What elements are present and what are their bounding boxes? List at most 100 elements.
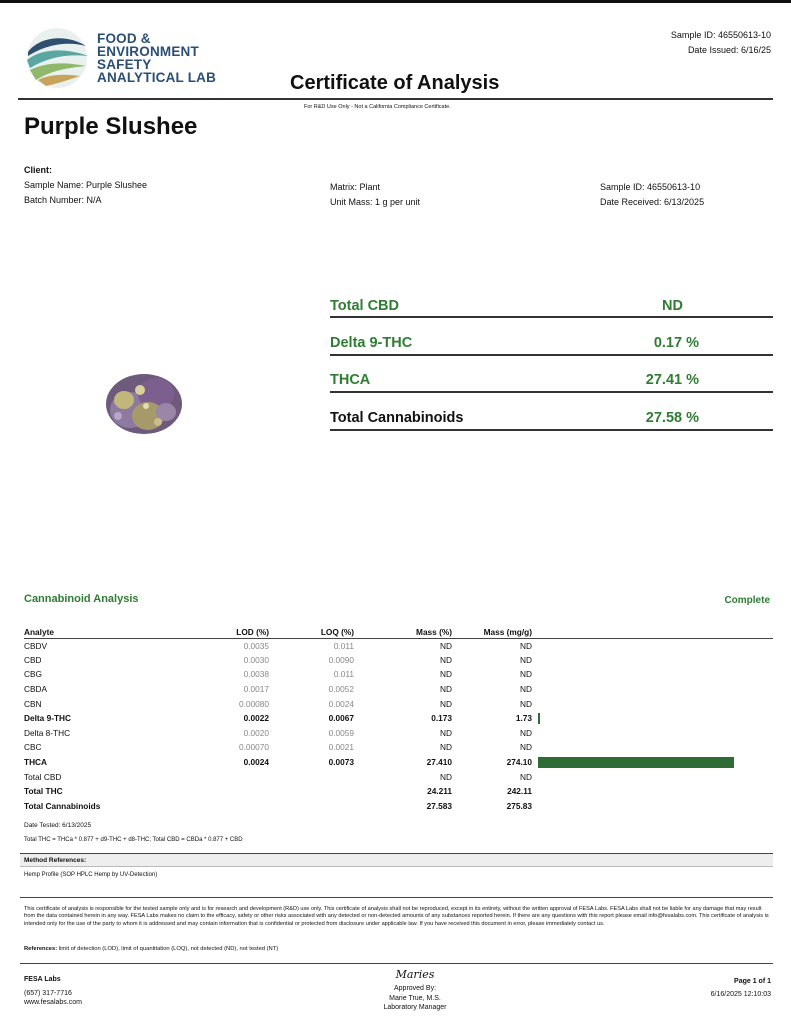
footer-phone: (657) 317-7716: [24, 989, 72, 997]
footer-website[interactable]: www.fesalabs.com: [24, 999, 82, 1006]
table-row: CBDA 0.0017 0.0052 ND ND: [24, 682, 773, 697]
col-analyte: Analyte: [24, 626, 194, 639]
unit-mass: Unit Mass: 1 g per unit: [330, 197, 421, 207]
summary-divider: [330, 354, 773, 356]
logo-line: FOOD &: [97, 31, 151, 46]
mass-pct-cell: 27.583: [426, 800, 452, 811]
date-tested: Date Tested: 6/13/2025: [24, 822, 92, 829]
mass-pct-cell: ND: [440, 742, 452, 753]
sample-block: Sample ID: 46550613-10 Date Received: 6/…: [600, 180, 704, 210]
lab-name-logo: FOOD & ENVIRONMENT SAFETY ANALYTICAL LAB: [97, 31, 216, 85]
summary-value: 27.41 %: [645, 372, 699, 388]
bar-cell: [532, 682, 773, 697]
analyte-cell: Total CBD: [24, 771, 62, 782]
summary-row: THCA 27.41 %: [330, 372, 773, 410]
mass-pct-cell: ND: [440, 698, 452, 709]
summary-name: Total Cannabinoids: [330, 410, 464, 426]
fesa-logo-icon: [27, 28, 88, 88]
analyte-cell: THCA: [24, 757, 48, 768]
matrix: Matrix: Plant: [330, 182, 381, 192]
date-received: Date Received: 6/13/2025: [600, 197, 705, 207]
mass-mg-cell: ND: [520, 698, 532, 709]
loq-cell: 0.0073: [328, 757, 354, 768]
lod-cell: 0.0024: [243, 757, 269, 768]
col-mass-pct: Mass (%): [354, 626, 452, 639]
summary-row: Total Cannabinoids 27.58 %: [330, 410, 773, 448]
analyte-cell: Total Cannabinoids: [24, 800, 101, 811]
mass-mg-cell: ND: [520, 742, 532, 753]
batch-number: Batch Number: N/A: [24, 195, 102, 205]
divider: [20, 897, 773, 898]
loq-cell: 0.0059: [328, 727, 354, 738]
lod-cell: 0.0017: [243, 684, 269, 695]
approver-name: Marie True, M.S.: [389, 994, 441, 1002]
summary-divider: [330, 391, 773, 393]
summary-value: 0.17 %: [653, 335, 699, 351]
loq-cell: [269, 784, 354, 799]
summary-name: Delta 9-THC: [330, 335, 413, 351]
analyte-cell: Delta 9-THC: [24, 713, 72, 724]
mass-pct-cell: 0.173: [431, 713, 452, 724]
lod-cell: 0.00070: [239, 742, 269, 753]
table-row: CBDV 0.0035 0.011 ND ND: [24, 638, 773, 653]
analyte-cell: Total THC: [24, 786, 63, 797]
bar-cell: [532, 799, 773, 814]
footer-lab: FESA Labs (657) 317-7716 www.fesalabs.co…: [24, 975, 82, 1008]
bar-cell: [532, 755, 773, 770]
table-row: Delta 9-THC 0.0022 0.0067 0.173 1.73: [24, 711, 773, 726]
footer-lab-name: FESA Labs: [24, 976, 61, 983]
sample-name: Sample Name: Purple Slushee: [24, 180, 148, 190]
bar-cell: [532, 667, 773, 682]
bar-cell: [532, 696, 773, 711]
top-border: [0, 0, 791, 3]
header-meta: Sample ID: 46550613-10 Date Issued: 6/16…: [671, 28, 771, 58]
col-lod: LOD (%): [194, 626, 269, 639]
total-formula: Total THC = THCa * 0.877 + d9-THC + d8-T…: [24, 837, 243, 843]
bar-cell: [532, 653, 773, 668]
table-row: THCA 0.0024 0.0073 27.410 274.10: [24, 755, 773, 770]
mass-mg-cell: ND: [520, 771, 532, 782]
approver-title: Laboratory Manager: [383, 1004, 447, 1011]
page-number: Page 1 of 1: [734, 978, 771, 985]
method-reference: Hemp Profile (SOP HPLC Hemp by UV-Detect…: [24, 872, 158, 878]
loq-cell: [269, 799, 354, 814]
col-bar: [532, 626, 773, 639]
summary-name: Total CBD: [330, 298, 400, 314]
mass-pct-cell: ND: [440, 669, 452, 680]
table-row: Total Cannabinoids 27.583 275.83: [24, 799, 773, 814]
bar-cell: [532, 769, 773, 784]
client-label: Client:: [24, 165, 52, 175]
table-row: CBC 0.00070 0.0021 ND ND: [24, 740, 773, 755]
mass-mg-cell: ND: [520, 654, 532, 665]
lod-cell: 0.0020: [243, 727, 269, 738]
method-references-label: Method References:: [20, 853, 773, 867]
references: References: limit of detection (LOD), li…: [24, 946, 278, 952]
analyte-cell: Delta 8-THC: [24, 727, 71, 738]
approved-by-label: Approved By:: [393, 985, 437, 992]
header-sample-id: Sample ID: 46550613-10: [670, 30, 771, 40]
summary-divider: [330, 316, 773, 318]
col-mass-mg: Mass (mg/g): [452, 626, 532, 639]
loq-cell: 0.0067: [328, 713, 354, 724]
mass-pct-cell: ND: [440, 640, 452, 651]
mass-pct-cell: 27.410: [426, 757, 452, 768]
header-date-issued: Date Issued: 6/16/25: [687, 45, 771, 55]
table-row: CBG 0.0038 0.011 ND ND: [24, 667, 773, 682]
table-row: CBN 0.00080 0.0024 ND ND: [24, 696, 773, 711]
matrix-block: Matrix: Plant Unit Mass: 1 g per unit: [330, 180, 420, 210]
table-row: Total CBD ND ND: [24, 769, 773, 784]
references-label: References:: [24, 946, 58, 952]
bar-cell: [532, 740, 773, 755]
logo-line: SAFETY: [97, 57, 152, 72]
lod-cell: 0.0035: [243, 640, 269, 651]
analyte-cell: CBDA: [24, 684, 48, 695]
summary-value: 27.58 %: [645, 410, 699, 426]
loq-cell: 0.011: [333, 669, 354, 680]
analyte-cell: CBDV: [24, 640, 48, 651]
loq-cell: 0.0024: [328, 698, 354, 709]
analyte-cell: CBD: [24, 654, 42, 665]
mass-mg-cell: ND: [520, 684, 532, 695]
lod-cell: [194, 769, 269, 784]
disclaimer: For R&D Use Only - Not a California Comp…: [304, 104, 451, 110]
legal-disclaimer: This certificate of analysis is responsi…: [24, 906, 769, 927]
